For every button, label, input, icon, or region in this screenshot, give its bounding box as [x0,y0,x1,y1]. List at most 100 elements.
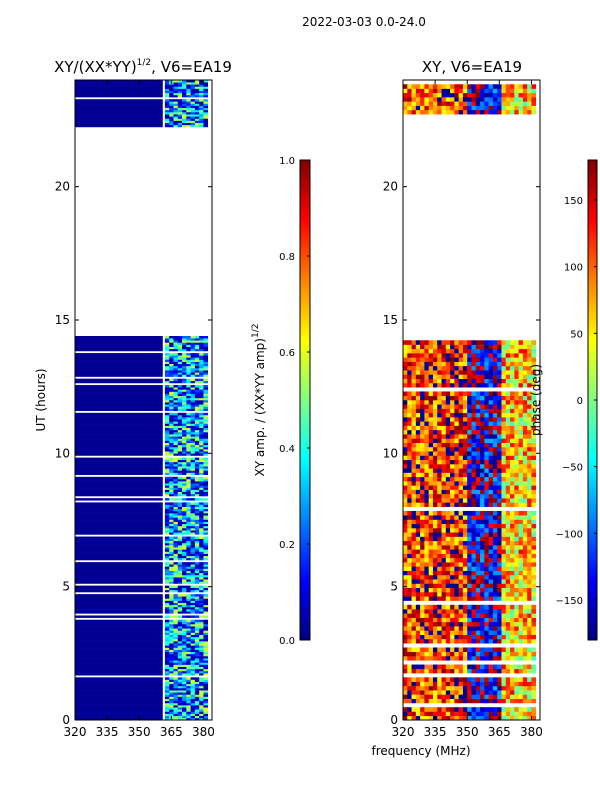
heatmap-cell [403,476,408,482]
heatmap-cell [173,615,179,618]
heatmap-cell [450,489,455,495]
heatmap-cell [173,574,179,578]
heatmap-cell [199,470,204,473]
heatmap-cell [441,353,447,358]
heatmap-cell [527,361,532,367]
heatmap-cell [164,453,170,456]
heatmap-cell [492,613,498,618]
heatmap-cell [169,649,174,653]
heatmap-cell [424,621,429,627]
heatmap-cell [203,596,209,599]
heatmap-cell [75,449,163,452]
heatmap-cell [505,711,511,717]
heatmap-cell [458,434,464,439]
heatmap-cell [501,647,507,653]
heatmap-cell [501,553,507,559]
heatmap-cell [169,683,174,687]
heatmap-cell [510,621,515,627]
heatmap-cell [407,677,412,682]
heatmap-cell [199,596,204,599]
heatmap-cell [203,651,209,655]
heatmap-cell [164,647,170,650]
heatmap-cell [475,677,481,682]
heatmap-cell [75,355,163,358]
heatmap-cell [437,464,442,469]
heatmap-cell [415,348,421,354]
heatmap-cell [428,536,434,542]
heatmap-cell [484,715,489,721]
heatmap-cell [203,647,209,650]
heatmap-cell [514,540,519,546]
heatmap-cell [428,664,434,670]
heatmap-cell [203,506,209,510]
heatmap-cell [190,103,196,106]
heatmap-cell [441,451,447,456]
heatmap-cell [488,528,494,533]
heatmap-cell [450,519,455,525]
heatmap-cell [199,555,204,559]
heatmap-cell [497,455,502,461]
heatmap-cell [514,536,519,542]
heatmap-cell [75,660,163,663]
heatmap-cell [407,88,412,94]
heatmap-cell [190,517,196,520]
heatmap-cell [164,568,170,571]
heatmap-cell [182,702,187,706]
heatmap-cell [173,683,179,687]
heatmap-cell [510,711,515,717]
heatmap-cell [450,455,455,461]
y-tick-label: 20 [383,180,398,194]
heatmap-cell [522,361,528,367]
heatmap-cell [164,660,170,663]
heatmap-cell [203,440,209,443]
heatmap-cell [164,378,170,382]
heatmap-cell [514,562,519,567]
heatmap-cell [415,592,421,597]
heatmap-cell [432,515,438,520]
heatmap-cell [199,609,204,612]
heatmap-cell [182,711,187,714]
heatmap-cell [471,574,477,580]
heatmap-cell [475,536,481,542]
heatmap-cell [173,698,179,702]
heatmap-cell [462,664,468,670]
heatmap-cell [458,109,464,115]
heatmap-cell [407,621,412,627]
heatmap-cell [203,581,209,584]
heatmap-cell [462,451,468,456]
heatmap-cell [437,395,442,401]
heatmap-cell [194,666,200,670]
heatmap-cell [173,628,179,631]
heatmap-cell [173,715,179,719]
heatmap-cell [177,647,183,650]
heatmap-cell [199,493,204,497]
heatmap-cell [420,340,425,345]
heatmap-cell [527,638,532,644]
heatmap-cell [407,109,412,115]
heatmap-cell [454,365,459,371]
phase-plot-frame [402,79,541,721]
heatmap-cell [501,425,507,431]
heatmap-cell [164,528,170,531]
heatmap-cell [75,606,163,610]
heatmap-cell [194,438,200,441]
heatmap-cell [475,579,481,584]
heatmap-cell [182,397,187,401]
heatmap-cell [203,472,209,475]
heatmap-cell [488,545,494,550]
heatmap-cell [428,84,434,89]
heatmap-cell [514,707,519,712]
heatmap-cell [403,357,408,362]
heatmap-cell [458,557,464,563]
heatmap-cell [182,348,187,352]
heatmap-cell [492,711,498,717]
heatmap-cell [190,459,196,463]
heatmap-cell [403,557,408,563]
heatmap-cell [173,112,179,115]
heatmap-cell [75,487,163,490]
heatmap-cell [75,598,163,601]
heatmap-cell [420,502,425,507]
heatmap-cell [522,694,528,699]
heatmap-cell [199,402,204,405]
heatmap-cell [190,632,196,635]
